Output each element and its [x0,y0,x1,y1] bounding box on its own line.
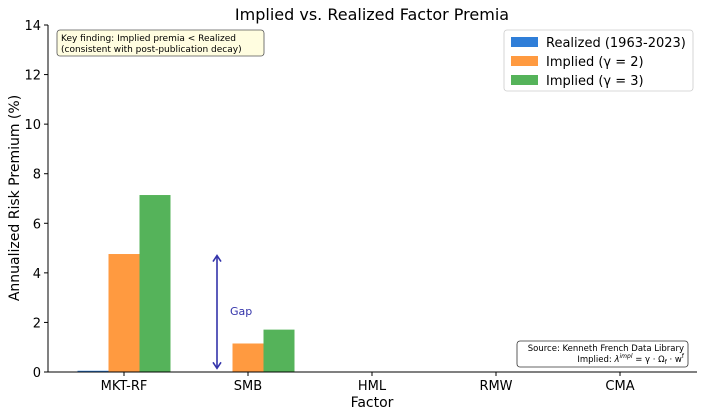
legend-swatch-1 [511,56,538,66]
bar-smb-series-1 [232,343,264,372]
y-tick-label: 6 [33,217,41,232]
key-finding-line-1: Key finding: Implied premia < Realized [61,34,236,44]
bar-mkt-rf-series-1 [108,254,140,372]
legend-swatch-2 [511,75,538,85]
y-tick-label: 14 [24,19,41,34]
bar-mkt-rf-series-2 [139,195,171,372]
y-tick-label: 12 [24,69,41,84]
y-tick-label: 0 [33,366,41,381]
legend-label-1: Implied (γ = 2) [546,55,644,70]
legend-swatch-0 [511,37,538,47]
legend-label-2: Implied (γ = 3) [546,74,644,89]
source-line-2: Implied: λimpl = γ · Ωf · wf [577,353,685,366]
key-finding-line-2: (consistent with post-publication decay) [61,45,242,55]
y-tick-label: 2 [33,316,41,331]
key-finding-box: Key finding: Implied premia < Realized (… [56,29,265,57]
bar-mkt-rf-series-0 [77,370,109,372]
x-tick-label-hml: HML [358,379,387,394]
chart-title: Implied vs. Realized Factor Premia [235,5,509,24]
y-tick-label: 4 [33,267,41,282]
source-line-1: Source: Kenneth French Data Library [528,344,684,354]
x-tick-label-smb: SMB [234,379,262,394]
y-axis-label: Annualized Risk Premium (%) [7,95,23,301]
x-tick-label-rmw: RMW [479,379,512,394]
legend: Realized (1963-2023) Implied (γ = 2) Impli… [503,29,694,92]
y-tick-label: 8 [33,168,41,183]
gap-label: Gap [230,305,252,318]
gap-annotation: Gap [212,254,252,370]
bar-smb-series-2 [263,329,295,372]
y-tick-label: 10 [24,118,41,133]
legend-label-0: Realized (1963-2023) [546,36,686,51]
gap-arrow-head-bottom [212,361,222,370]
gap-arrow-head-top [212,254,222,262]
source-box: Source: Kenneth French Data Library Impl… [516,340,689,368]
x-axis-label: Factor [351,395,394,411]
x-tick-label-cma: CMA [605,379,634,394]
x-tick-label-mkt-rf: MKT-RF [101,379,148,394]
